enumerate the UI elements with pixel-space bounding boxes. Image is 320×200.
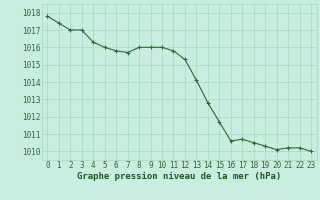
X-axis label: Graphe pression niveau de la mer (hPa): Graphe pression niveau de la mer (hPa) (77, 172, 281, 181)
